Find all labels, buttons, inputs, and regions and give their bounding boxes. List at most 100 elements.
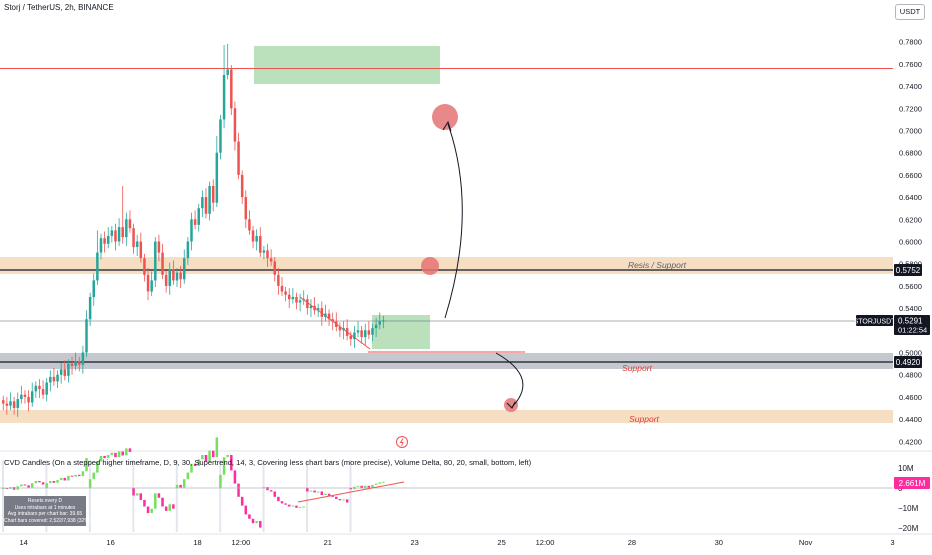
candle[interactable]: [67, 359, 70, 383]
candle[interactable]: [233, 101, 237, 151]
candle[interactable]: [353, 325, 356, 349]
accumulation-box[interactable]: [372, 315, 430, 349]
candle[interactable]: [150, 271, 153, 296]
candle[interactable]: [164, 270, 168, 293]
candle[interactable]: [63, 360, 67, 381]
candle[interactable]: [38, 379, 41, 398]
symbol-title[interactable]: Storj / TetherUS, 2h, BINANCE: [4, 3, 114, 12]
candle[interactable]: [364, 323, 367, 346]
candle[interactable]: [226, 43, 229, 80]
candle[interactable]: [371, 323, 374, 342]
candle[interactable]: [193, 210, 197, 230]
candle[interactable]: [168, 262, 172, 295]
candle[interactable]: [132, 223, 135, 254]
candle[interactable]: [190, 212, 193, 251]
candle[interactable]: [16, 392, 19, 417]
candle[interactable]: [114, 223, 117, 251]
candle[interactable]: [96, 230, 99, 285]
candle[interactable]: [382, 315, 385, 329]
currency-button[interactable]: USDT: [895, 4, 925, 20]
candle[interactable]: [204, 188, 208, 219]
target-circle-bottom[interactable]: [504, 398, 518, 412]
candle[interactable]: [266, 243, 269, 267]
candle[interactable]: [186, 237, 190, 265]
candle[interactable]: [244, 190, 248, 229]
candle[interactable]: [378, 312, 381, 330]
candle[interactable]: [280, 277, 284, 296]
candle[interactable]: [230, 65, 233, 115]
cvd-uptrend-line[interactable]: [297, 481, 405, 503]
candle[interactable]: [360, 325, 363, 344]
candle[interactable]: [367, 321, 371, 340]
lightning-event-icon[interactable]: [396, 436, 408, 448]
candle[interactable]: [262, 245, 266, 260]
candle[interactable]: [74, 352, 77, 371]
candle[interactable]: [222, 45, 226, 129]
candle[interactable]: [157, 234, 161, 262]
candle[interactable]: [302, 290, 305, 305]
resistance-support-zone[interactable]: [0, 257, 893, 274]
candle[interactable]: [208, 181, 211, 221]
candle[interactable]: [12, 396, 16, 415]
candle[interactable]: [78, 356, 81, 372]
candle[interactable]: [125, 212, 128, 246]
candle[interactable]: [331, 312, 334, 331]
candle[interactable]: [298, 293, 302, 312]
candle[interactable]: [52, 368, 56, 386]
candle[interactable]: [110, 226, 114, 243]
candle[interactable]: [85, 310, 88, 357]
candle[interactable]: [41, 380, 45, 400]
candle[interactable]: [45, 378, 48, 402]
candle[interactable]: [59, 362, 63, 384]
candle[interactable]: [99, 233, 103, 260]
candle[interactable]: [23, 390, 27, 404]
candle[interactable]: [20, 385, 23, 404]
candle[interactable]: [327, 309, 331, 326]
candle[interactable]: [356, 321, 360, 337]
candle[interactable]: [248, 210, 251, 235]
candle[interactable]: [259, 227, 262, 257]
candle[interactable]: [295, 292, 298, 310]
target-box[interactable]: [254, 46, 440, 84]
downtrend-line[interactable]: [299, 296, 371, 350]
candle[interactable]: [103, 231, 106, 253]
candle[interactable]: [273, 257, 277, 282]
candle[interactable]: [143, 253, 146, 282]
candle[interactable]: [154, 237, 157, 287]
candle[interactable]: [197, 203, 200, 232]
candle[interactable]: [219, 115, 222, 160]
candle[interactable]: [5, 396, 9, 415]
candle[interactable]: [88, 292, 92, 326]
candle[interactable]: [316, 303, 320, 317]
candle[interactable]: [201, 190, 204, 218]
candle[interactable]: [183, 249, 186, 284]
candle[interactable]: [146, 268, 150, 301]
candle[interactable]: [34, 381, 38, 398]
candle[interactable]: [56, 370, 59, 388]
candle[interactable]: [128, 210, 132, 233]
candle[interactable]: [338, 322, 342, 338]
candle[interactable]: [172, 260, 175, 285]
candle[interactable]: [27, 390, 30, 412]
candle[interactable]: [251, 226, 255, 249]
candle[interactable]: [277, 268, 280, 295]
candle[interactable]: [313, 297, 316, 315]
projection-arc-up[interactable]: [444, 123, 463, 319]
candle[interactable]: [2, 395, 5, 411]
candle[interactable]: [49, 370, 52, 392]
candle[interactable]: [324, 304, 327, 322]
time-axis[interactable]: 14 16 18 12:00 21 23 25 12:00 28 30 Nov 3: [20, 538, 895, 547]
support-zone[interactable]: [0, 353, 893, 369]
candle[interactable]: [106, 227, 110, 249]
candle[interactable]: [117, 218, 121, 246]
candle[interactable]: [335, 312, 338, 332]
candle[interactable]: [349, 331, 353, 346]
candle[interactable]: [320, 301, 324, 326]
candle[interactable]: [269, 249, 273, 266]
candle[interactable]: [9, 392, 12, 411]
candle[interactable]: [284, 287, 287, 302]
candle[interactable]: [255, 229, 258, 251]
candle[interactable]: [161, 243, 164, 280]
candle[interactable]: [237, 132, 240, 180]
